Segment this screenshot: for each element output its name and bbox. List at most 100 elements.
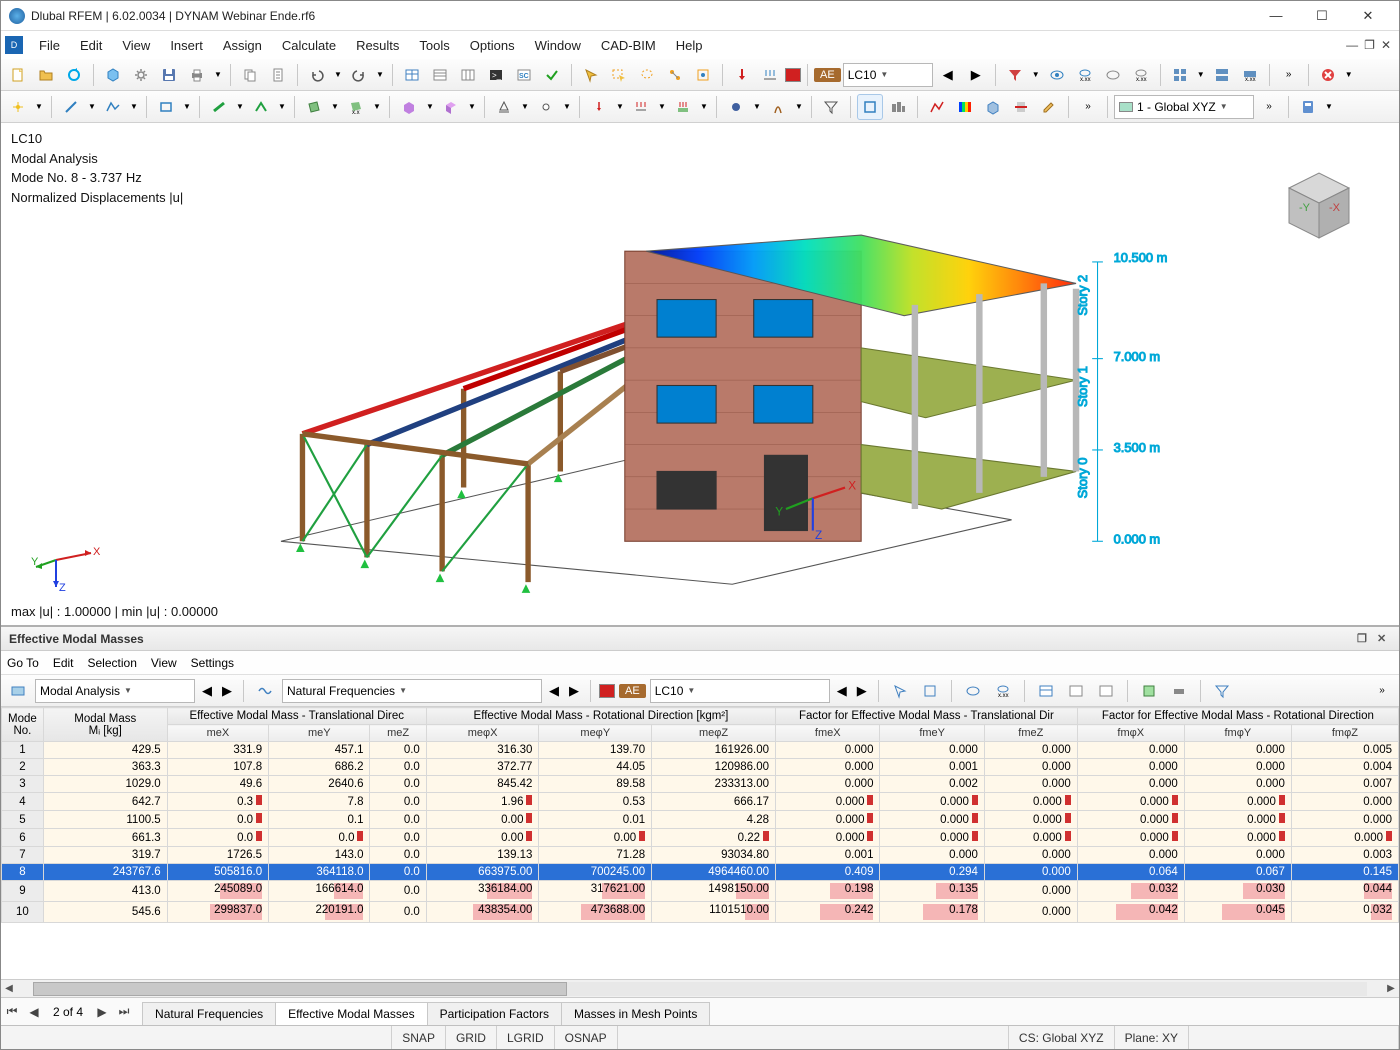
funnel-icon[interactable] xyxy=(818,94,844,120)
status-snap[interactable]: SNAP xyxy=(392,1026,446,1049)
overflow1-icon[interactable]: » xyxy=(1276,62,1302,88)
dd-9[interactable]: ▼ xyxy=(424,94,436,120)
panel-wave-icon[interactable] xyxy=(252,678,278,704)
panel-close-icon[interactable]: ✕ xyxy=(1377,632,1391,645)
panel-overflow-icon[interactable]: » xyxy=(1369,678,1395,704)
panel-menu-view[interactable]: View xyxy=(151,656,177,670)
table-row[interactable]: 51100.50.00.10.00.000.014.280.0000.0000.… xyxy=(2,811,1399,829)
gear-icon[interactable] xyxy=(128,62,154,88)
open-icon[interactable] xyxy=(33,62,59,88)
select-related-icon[interactable] xyxy=(662,62,688,88)
solid2-icon[interactable] xyxy=(438,94,464,120)
mdi-restore-icon[interactable]: ❐ xyxy=(1364,38,1375,52)
table-row[interactable]: 4642.70.37.80.01.960.53666.170.0000.0000… xyxy=(2,793,1399,811)
tab-effective-modal-masses[interactable]: Effective Modal Masses xyxy=(275,1002,428,1025)
status-grid[interactable]: GRID xyxy=(446,1026,497,1049)
menu-calculate[interactable]: Calculate xyxy=(272,34,346,57)
pager-next-icon[interactable]: ▶ xyxy=(91,1005,113,1019)
overflow2-icon[interactable]: » xyxy=(1075,94,1101,120)
diagram-icon[interactable] xyxy=(924,94,950,120)
panel-prev1-icon[interactable]: ◀ xyxy=(199,678,215,704)
menu-window[interactable]: Window xyxy=(525,34,591,57)
redo-icon[interactable] xyxy=(346,62,372,88)
panel-eye-xxx-icon[interactable]: x.xx xyxy=(990,678,1016,704)
select-window-icon[interactable] xyxy=(606,62,632,88)
menu-tools[interactable]: Tools xyxy=(409,34,459,57)
load-surface-icon[interactable] xyxy=(670,94,696,120)
panel-next3-icon[interactable]: ▶ xyxy=(854,678,870,704)
results-table-wrap[interactable]: ModeNo.Modal MassMᵢ [kg]Effective Modal … xyxy=(1,707,1399,979)
panel-menu-edit[interactable]: Edit xyxy=(53,656,74,670)
pager-first-icon[interactable]: ⏮ xyxy=(1,1004,23,1019)
table-icon3[interactable] xyxy=(455,62,481,88)
panel-next2-icon[interactable]: ▶ xyxy=(566,678,582,704)
table-row[interactable]: 1429.5331.9457.10.0316.30139.70161926.00… xyxy=(2,742,1399,759)
refresh-icon[interactable] xyxy=(61,62,87,88)
delete-red-icon[interactable] xyxy=(1315,62,1341,88)
status-lgrid[interactable]: LGRID xyxy=(497,1026,555,1049)
table-hscroll[interactable]: ◀▶ xyxy=(1,979,1399,997)
prev-lc-icon[interactable]: ◀ xyxy=(935,62,961,88)
table-row[interactable]: 31029.049.62640.60.0845.4289.58233313.00… xyxy=(2,776,1399,793)
funnel-red-icon[interactable] xyxy=(1002,62,1028,88)
menu-options[interactable]: Options xyxy=(460,34,525,57)
view-mode1-icon[interactable] xyxy=(857,94,883,120)
rect-icon[interactable] xyxy=(153,94,179,120)
table-icon1[interactable] xyxy=(399,62,425,88)
table-row[interactable]: 9413.0245089.0166614.00.0336184.00317621… xyxy=(2,881,1399,902)
eye-xxx1-icon[interactable]: x.xx xyxy=(1072,62,1098,88)
panel-eye-icon[interactable] xyxy=(960,678,986,704)
mdi-close-icon[interactable]: ✕ xyxy=(1381,38,1391,52)
table-row[interactable]: 8243767.6505816.0364118.00.0663975.00700… xyxy=(2,864,1399,881)
menu-assign[interactable]: Assign xyxy=(213,34,272,57)
panel-prev2-icon[interactable]: ◀ xyxy=(546,678,562,704)
redo-dropdown-icon[interactable]: ▼ xyxy=(374,62,386,88)
viewport-3d[interactable]: LC10 Modal Analysis Mode No. 8 - 3.737 H… xyxy=(1,123,1399,625)
dd-6[interactable]: ▼ xyxy=(276,94,288,120)
dd-1[interactable]: ▼ xyxy=(33,94,45,120)
table-row[interactable]: 7319.71726.5143.00.0139.1371.2893034.800… xyxy=(2,847,1399,864)
tab-masses-in-mesh-points[interactable]: Masses in Mesh Points xyxy=(561,1002,710,1025)
global-view-dropdown[interactable]: 1 - Global XYZ ▼ xyxy=(1114,95,1254,119)
menu-edit[interactable]: Edit xyxy=(70,34,112,57)
surface-xx-icon[interactable]: x.x xyxy=(343,94,369,120)
view-h-icon[interactable] xyxy=(1209,62,1235,88)
calc-dd[interactable]: ▼ xyxy=(1323,94,1335,120)
table-icon2[interactable] xyxy=(427,62,453,88)
table-row[interactable]: 6661.30.00.00.00.000.000.220.0000.0000.0… xyxy=(2,829,1399,847)
tab-natural-frequencies[interactable]: Natural Frequencies xyxy=(142,1002,276,1025)
member2-icon[interactable] xyxy=(248,94,274,120)
loads-icon[interactable] xyxy=(729,62,755,88)
panel-prev3-icon[interactable]: ◀ xyxy=(834,678,850,704)
menu-help[interactable]: Help xyxy=(666,34,713,57)
nav-cube[interactable]: -X -Y xyxy=(1269,153,1369,253)
dd-17[interactable]: ▼ xyxy=(793,94,805,120)
dd-11[interactable]: ▼ xyxy=(519,94,531,120)
dd-8[interactable]: ▼ xyxy=(371,94,383,120)
console-icon[interactable]: >_ xyxy=(483,62,509,88)
dd-10[interactable]: ▼ xyxy=(466,94,478,120)
hinge-icon[interactable] xyxy=(533,94,559,120)
select-icon[interactable] xyxy=(578,62,604,88)
undo-dropdown-icon[interactable]: ▼ xyxy=(332,62,344,88)
funnel-dd-icon[interactable]: ▼ xyxy=(1030,62,1042,88)
model-icon[interactable] xyxy=(100,62,126,88)
dd-2[interactable]: ▼ xyxy=(86,94,98,120)
panel-cfg-icon[interactable] xyxy=(5,678,31,704)
pencil-icon[interactable] xyxy=(1036,94,1062,120)
panel-print-icon[interactable] xyxy=(1166,678,1192,704)
view-xxx-icon[interactable]: x.xx xyxy=(1237,62,1263,88)
panel-lc-dropdown[interactable]: LC10▼ xyxy=(650,679,830,703)
polyline-icon[interactable] xyxy=(100,94,126,120)
contour-icon[interactable] xyxy=(952,94,978,120)
eye2-icon[interactable] xyxy=(1100,62,1126,88)
tab-participation-factors[interactable]: Participation Factors xyxy=(427,1002,562,1025)
mass-icon[interactable] xyxy=(723,94,749,120)
surface-icon[interactable] xyxy=(301,94,327,120)
panel-menu-settings[interactable]: Settings xyxy=(191,656,234,670)
loadcase-dropdown[interactable]: LC10▼ xyxy=(843,63,933,87)
cube-icon[interactable] xyxy=(980,94,1006,120)
view-grid-icon[interactable] xyxy=(1167,62,1193,88)
eye-xxx2-icon[interactable]: x.xx xyxy=(1128,62,1154,88)
app-menu-icon[interactable]: D xyxy=(5,36,23,54)
